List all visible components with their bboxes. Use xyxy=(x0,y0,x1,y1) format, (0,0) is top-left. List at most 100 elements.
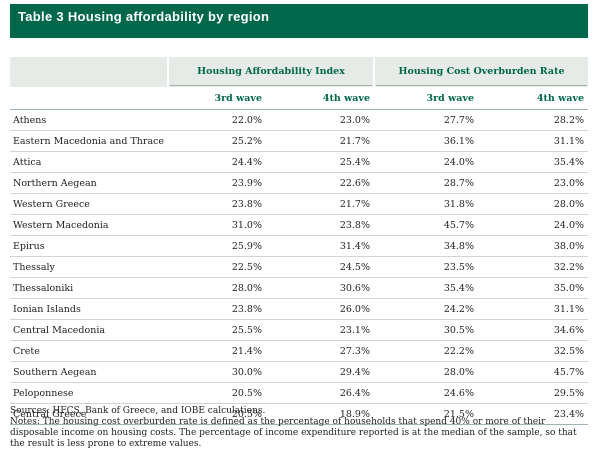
hai-3rd-wave-cell: 21.4% xyxy=(168,340,266,362)
table-row: Peloponnese 20.5% 26.4% 24.6% 29.5% xyxy=(10,382,589,404)
table-row: Central Greece 20.5% 18.9% 21.5% 23.4% xyxy=(10,403,589,425)
hai-4th-wave-cell: 24.5% xyxy=(266,256,375,278)
region-cell: Central Macedonia xyxy=(10,319,168,341)
hai-3rd-wave-cell: 23.8% xyxy=(168,298,266,320)
hcor-4th-wave-cell: 32.5% xyxy=(478,340,589,362)
header-corner-cell xyxy=(10,57,168,87)
table-row: Attica 24.4% 25.4% 24.0% 35.4% xyxy=(10,151,589,173)
table-row: Crete 21.4% 27.3% 22.2% 32.5% xyxy=(10,340,589,362)
hai-4th-wave-cell: 26.4% xyxy=(266,382,375,404)
table-row: Athens 22.0% 23.0% 27.7% 28.2% xyxy=(10,109,589,131)
hai-3rd-wave-cell: 30.0% xyxy=(168,361,266,383)
table-row: Northern Aegean 23.9% 22.6% 28.7% 23.0% xyxy=(10,172,589,194)
hcor-4th-wave-cell: 23.4% xyxy=(478,403,589,425)
region-cell: Central Greece xyxy=(10,403,168,425)
table-row: Thessaly 22.5% 24.5% 23.5% 32.2% xyxy=(10,256,589,278)
hai-3rd-wave-cell: 23.9% xyxy=(168,172,266,194)
hai-3rd-wave-cell: 20.5% xyxy=(168,382,266,404)
hai-3rd-wave-cell: 25.2% xyxy=(168,130,266,152)
hai-4th-wave-cell: 25.4% xyxy=(266,151,375,173)
hcor-4th-wave-cell: 28.2% xyxy=(478,109,589,131)
hcor-4th-wave-cell: 35.4% xyxy=(478,151,589,173)
hcor-3rd-wave-cell: 24.2% xyxy=(374,298,479,320)
group-header-label: Housing Affordability Index xyxy=(170,58,373,86)
group-header-label: Housing Cost Overburden Rate xyxy=(376,58,588,86)
hcor-3rd-wave-cell: 30.5% xyxy=(374,319,479,341)
hcor-3rd-wave-cell: 31.8% xyxy=(374,193,479,215)
group-header-affordability-index: Housing Affordability Index xyxy=(166,57,375,87)
hcor-3rd-wave-cell: 27.7% xyxy=(374,109,479,131)
wave-header-hai-4th: 4th wave xyxy=(266,87,375,110)
hcor-4th-wave-cell: 31.1% xyxy=(478,130,589,152)
hai-4th-wave-cell: 18.9% xyxy=(266,403,375,425)
hcor-4th-wave-cell: 35.0% xyxy=(478,277,589,299)
hai-3rd-wave-cell: 28.0% xyxy=(168,277,266,299)
hai-4th-wave-cell: 22.6% xyxy=(266,172,375,194)
column-group-header-row: Housing Affordability Index Housing Cost… xyxy=(10,57,589,87)
table-row: Ionian Islands 23.8% 26.0% 24.2% 31.1% xyxy=(10,298,589,320)
region-cell: Ionian Islands xyxy=(10,298,168,320)
hcor-4th-wave-cell: 45.7% xyxy=(478,361,589,383)
hai-4th-wave-cell: 21.7% xyxy=(266,130,375,152)
hai-4th-wave-cell: 29.4% xyxy=(266,361,375,383)
hcor-4th-wave-cell: 28.0% xyxy=(478,193,589,215)
hcor-4th-wave-cell: 23.0% xyxy=(478,172,589,194)
hai-4th-wave-cell: 31.4% xyxy=(266,235,375,257)
hcor-3rd-wave-cell: 24.6% xyxy=(374,382,479,404)
wave-header-hai-3rd: 3rd wave xyxy=(168,87,266,110)
hai-4th-wave-cell: 21.7% xyxy=(266,193,375,215)
hcor-4th-wave-cell: 29.5% xyxy=(478,382,589,404)
hcor-4th-wave-cell: 24.0% xyxy=(478,214,589,236)
hai-4th-wave-cell: 27.3% xyxy=(266,340,375,362)
region-cell: Attica xyxy=(10,151,168,173)
region-cell: Crete xyxy=(10,340,168,362)
hcor-4th-wave-cell: 31.1% xyxy=(478,298,589,320)
wave-header-hcor-3rd: 3rd wave xyxy=(374,87,479,110)
region-cell: Epirus xyxy=(10,235,168,257)
table-row: Western Macedonia 31.0% 23.8% 45.7% 24.0… xyxy=(10,214,589,236)
region-cell: Athens xyxy=(10,109,168,131)
table-notes: Sources: HFCS, Bank of Greece, and IOBE … xyxy=(10,406,590,450)
hcor-4th-wave-cell: 34.6% xyxy=(478,319,589,341)
hai-3rd-wave-cell: 22.0% xyxy=(168,109,266,131)
hcor-3rd-wave-cell: 24.0% xyxy=(374,151,479,173)
region-cell: Peloponnese xyxy=(10,382,168,404)
hai-4th-wave-cell: 23.0% xyxy=(266,109,375,131)
hcor-3rd-wave-cell: 34.8% xyxy=(374,235,479,257)
hcor-3rd-wave-cell: 35.4% xyxy=(374,277,479,299)
hai-3rd-wave-cell: 24.4% xyxy=(168,151,266,173)
table-row: Epirus 25.9% 31.4% 34.8% 38.0% xyxy=(10,235,589,257)
hai-3rd-wave-cell: 22.5% xyxy=(168,256,266,278)
hcor-3rd-wave-cell: 28.0% xyxy=(374,361,479,383)
hai-4th-wave-cell: 30.6% xyxy=(266,277,375,299)
table-row: Western Greece 23.8% 21.7% 31.8% 28.0% xyxy=(10,193,589,215)
hcor-3rd-wave-cell: 23.5% xyxy=(374,256,479,278)
group-header-overburden-rate: Housing Cost Overburden Rate xyxy=(373,57,589,87)
table-row: Eastern Macedonia and Thrace 25.2% 21.7%… xyxy=(10,130,589,152)
hai-3rd-wave-cell: 31.0% xyxy=(168,214,266,236)
header-blank-cell xyxy=(10,87,168,110)
hcor-3rd-wave-cell: 21.5% xyxy=(374,403,479,425)
hai-4th-wave-cell: 26.0% xyxy=(266,298,375,320)
notes-paragraph: Notes: The housing cost overburden rate … xyxy=(10,417,577,449)
hcor-3rd-wave-cell: 22.2% xyxy=(374,340,479,362)
table-body: Athens 22.0% 23.0% 27.7% 28.2% Eastern M… xyxy=(10,109,589,425)
region-cell: Thessaloniki xyxy=(10,277,168,299)
region-cell: Western Macedonia xyxy=(10,214,168,236)
wave-header-hcor-4th: 4th wave xyxy=(478,87,589,110)
hcor-3rd-wave-cell: 45.7% xyxy=(374,214,479,236)
wave-header-row: 3rd wave 4th wave 3rd wave 4th wave xyxy=(10,87,589,110)
hcor-4th-wave-cell: 32.2% xyxy=(478,256,589,278)
region-cell: Eastern Macedonia and Thrace xyxy=(10,130,168,152)
housing-affordability-table: Housing Affordability Index Housing Cost… xyxy=(10,57,589,425)
region-cell: Thessaly xyxy=(10,256,168,278)
table-row: Thessaloniki 28.0% 30.6% 35.4% 35.0% xyxy=(10,277,589,299)
hcor-3rd-wave-cell: 28.7% xyxy=(374,172,479,194)
housing-table-container: Housing Affordability Index Housing Cost… xyxy=(10,57,589,425)
table-row: Southern Aegean 30.0% 29.4% 28.0% 45.7% xyxy=(10,361,589,383)
sources-line: Sources: HFCS, Bank of Greece, and IOBE … xyxy=(10,406,266,416)
hai-3rd-wave-cell: 23.8% xyxy=(168,193,266,215)
hai-3rd-wave-cell: 25.5% xyxy=(168,319,266,341)
region-cell: Western Greece xyxy=(10,193,168,215)
hai-3rd-wave-cell: 20.5% xyxy=(168,403,266,425)
